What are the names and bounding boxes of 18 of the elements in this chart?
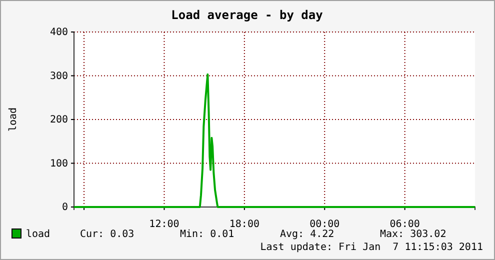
x-tick-label: 18:00 [229,219,260,230]
y-axis-title: load [8,107,19,132]
y-tick-label: 400 [50,27,68,38]
x-tick-label: 06:00 [390,219,420,230]
x-tick-label: 12:00 [149,219,180,230]
text: Min: 0.01 [180,229,234,240]
y-tick-label: 0 [62,202,68,214]
text: Cur: 0.03 [80,229,134,240]
y-tick-label: 200 [50,114,68,126]
chart-title: Load average - by day [171,8,323,22]
line-series [73,73,476,208]
text: Avg: 4.22 [280,229,334,240]
x-tick-label: 00:00 [310,219,340,230]
text: Last update: Fri Jan 7 11:15:03 2011 [260,242,483,253]
y-tick-label: 300 [50,70,68,82]
text: Max: 303.02 [380,229,446,240]
legend-label: load [26,229,50,240]
y-tick-label: 100 [50,158,68,170]
